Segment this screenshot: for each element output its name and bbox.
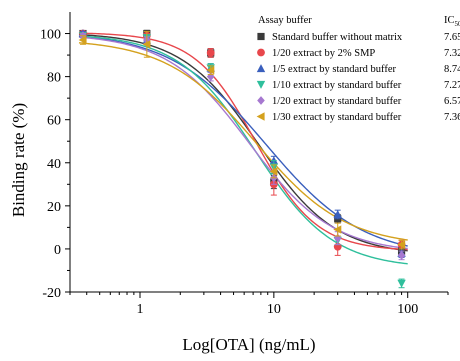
fit-curve <box>78 36 408 250</box>
legend-label: 1/20 extract by standard buffer <box>272 96 402 107</box>
legend-marker <box>256 64 266 73</box>
legend-marker <box>257 96 265 105</box>
x-tick-label: 1 <box>136 302 143 317</box>
fit-curve <box>78 42 408 241</box>
x-tick-label: 10 <box>267 302 281 317</box>
data-point <box>397 279 406 288</box>
legend-marker <box>257 48 265 57</box>
y-tick-label: 0 <box>54 243 61 258</box>
data-point <box>206 49 215 57</box>
legend-ic50-value: 7.65 <box>444 32 460 43</box>
fit-curve <box>78 35 408 265</box>
legend-ic50-value: 8.74 <box>444 64 460 75</box>
legend-ic50-value: 7.32 <box>444 48 460 59</box>
data-point <box>206 72 215 82</box>
legend-label: 1/20 extract by 2% SMP <box>272 48 375 59</box>
legend: Assay buffer IC50 Standard buffer withou… <box>256 15 460 123</box>
y-tick-label: 80 <box>47 71 61 86</box>
legend-marker <box>256 80 266 89</box>
data-point <box>78 35 87 45</box>
fit-curve <box>78 33 408 252</box>
data-point <box>333 225 342 234</box>
ic50-header-subscript: 50 <box>455 20 460 28</box>
legend-ic50-header: IC50 <box>444 15 460 28</box>
legend-ic50-value: 7.36 <box>444 112 460 123</box>
legend-label: Standard buffer without matrix <box>272 32 403 43</box>
legend-header: Assay buffer <box>258 15 312 26</box>
data-point <box>142 40 151 49</box>
y-tick-label: 60 <box>47 114 61 129</box>
y-tick-label: 40 <box>47 157 61 172</box>
legend-label: 1/30 extract by standard buffer <box>272 112 402 123</box>
ic50-header-main: IC <box>444 15 455 26</box>
x-tick-label: 100 <box>397 302 418 317</box>
legend-ic50-value: 7.27 <box>444 80 460 91</box>
x-axis-title: Log[OTA] (ng/mL) <box>182 335 315 354</box>
data-point <box>333 210 342 219</box>
data-point <box>397 250 406 260</box>
data-point <box>206 65 215 75</box>
y-tick-label: 20 <box>47 200 61 215</box>
y-tick-label: 100 <box>40 28 61 43</box>
legend-label: 1/10 extract by standard buffer <box>272 80 402 91</box>
legend-label: 1/5 extract by standard buffer <box>272 64 397 75</box>
legend-ic50-value: 6.57 <box>444 96 460 107</box>
axes: -20 0 20 40 60 80 100 1 10 100 <box>40 12 449 317</box>
y-axis-title: Binding rate (%) <box>9 103 28 217</box>
plot-area <box>78 29 408 289</box>
legend-marker <box>256 112 265 121</box>
legend-marker <box>257 32 265 41</box>
data-point <box>269 167 278 176</box>
y-tick-label: -20 <box>42 286 61 301</box>
fit-curve <box>78 32 408 251</box>
data-point <box>397 240 406 249</box>
